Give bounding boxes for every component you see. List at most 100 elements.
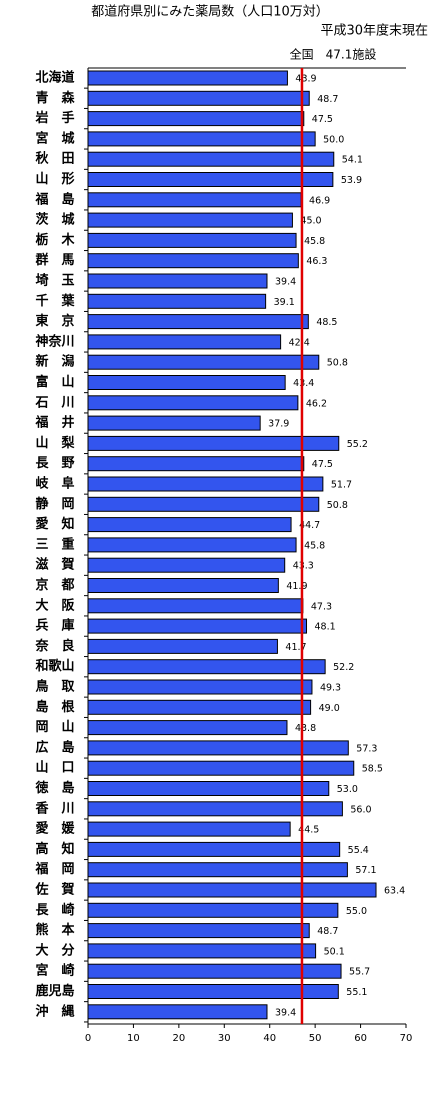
y-tick-label: 岩 手 — [34, 110, 74, 126]
value-label: 50.0 — [323, 134, 344, 145]
y-tick-label: 滋 賀 — [35, 557, 74, 573]
y-tick-label: 宮 城 — [35, 130, 74, 146]
y-tick-label: 埼 玉 — [35, 273, 74, 289]
bar — [87, 354, 320, 370]
x-tick-label: 60 — [354, 1033, 367, 1044]
bar — [87, 537, 297, 553]
bar — [87, 314, 309, 330]
chart-subtitle: 平成30年度末現在 — [320, 23, 428, 39]
value-label: 39.4 — [275, 277, 296, 288]
y-tick-label: 愛 媛 — [35, 821, 75, 837]
value-label: 46.3 — [306, 256, 327, 267]
bar — [87, 862, 348, 878]
bar — [87, 598, 304, 614]
value-label: 50.8 — [327, 358, 348, 369]
value-label: 47.5 — [312, 114, 333, 125]
y-tick-label: 熊 本 — [35, 922, 74, 938]
value-label: 45.8 — [304, 540, 325, 551]
y-tick-label: 鳥 取 — [35, 679, 75, 695]
bar — [87, 212, 293, 228]
bar — [87, 435, 340, 451]
bar — [87, 232, 297, 248]
bar — [87, 821, 291, 837]
value-label: 44.7 — [299, 520, 320, 531]
value-label: 39.4 — [275, 1007, 296, 1018]
chart-title: 都道府県別にみた薬局数（人口10万対） — [91, 5, 329, 20]
value-label: 43.4 — [293, 378, 314, 389]
value-label: 55.4 — [348, 845, 369, 856]
x-tick-label: 50 — [309, 1033, 322, 1044]
y-tick-label: 山 梨 — [35, 435, 75, 451]
bar — [87, 943, 317, 959]
bar — [87, 192, 302, 208]
bar — [87, 923, 310, 939]
value-label: 50.1 — [324, 946, 345, 957]
y-tick-label: 石 川 — [34, 395, 74, 410]
value-label: 58.5 — [362, 764, 383, 775]
bar — [87, 496, 320, 512]
y-tick-label: 三 重 — [35, 536, 74, 552]
value-label: 52.2 — [333, 662, 354, 673]
bar — [87, 699, 312, 715]
y-tick-label: 徳 島 — [34, 780, 74, 796]
bar — [87, 517, 292, 533]
y-tick-label: 愛 知 — [35, 516, 74, 532]
value-label: 51.7 — [331, 480, 352, 491]
x-tick-label: 20 — [172, 1033, 185, 1044]
bar — [87, 781, 330, 796]
y-tick-label: 大 分 — [35, 942, 74, 958]
y-tick-label: 富 山 — [35, 374, 74, 390]
value-label: 45.0 — [300, 216, 321, 227]
bar — [87, 70, 288, 86]
y-tick-label: 京 都 — [35, 577, 74, 593]
value-label: 57.3 — [356, 743, 377, 754]
y-tick-label: 香 川 — [34, 800, 74, 816]
value-label: 44.5 — [298, 825, 319, 836]
value-label: 55.0 — [346, 906, 367, 917]
y-tick-label: 秋 田 — [35, 151, 74, 167]
value-label: 39.1 — [274, 297, 295, 308]
bar — [87, 111, 305, 127]
value-label: 37.9 — [268, 419, 289, 430]
value-label: 48.5 — [316, 317, 337, 328]
x-tick-label: 70 — [400, 1033, 413, 1044]
bar — [87, 659, 326, 675]
bar — [87, 557, 286, 573]
value-label: 63.4 — [384, 886, 405, 897]
y-tick-label: 奈 良 — [34, 638, 74, 654]
x-tick-label: 0 — [85, 1033, 91, 1044]
y-tick-label: 高 知 — [35, 841, 74, 857]
y-tick-label: 東 京 — [35, 313, 74, 329]
bar — [87, 638, 278, 654]
y-tick-label: 千 葉 — [35, 293, 75, 309]
value-label: 55.2 — [347, 439, 368, 450]
bar — [87, 375, 286, 390]
bar — [87, 131, 316, 147]
value-label: 50.8 — [327, 500, 348, 511]
value-label: 49.0 — [319, 703, 340, 714]
y-tick-label: 長 野 — [35, 456, 74, 471]
y-tick-label: 宮 崎 — [35, 963, 74, 979]
value-label: 48.1 — [315, 622, 336, 633]
bar — [87, 720, 288, 736]
bar — [87, 415, 261, 431]
x-tick-label: 30 — [218, 1033, 231, 1044]
y-tick-label: 沖 縄 — [35, 1003, 74, 1019]
y-tick-label: 広 島 — [35, 739, 74, 755]
bar — [87, 395, 299, 411]
value-label: 46.9 — [309, 195, 330, 206]
bar — [87, 334, 282, 350]
bar — [87, 882, 377, 898]
value-label: 45.8 — [304, 236, 325, 247]
bar — [87, 172, 334, 187]
value-label: 53.0 — [337, 784, 358, 795]
bar — [87, 984, 339, 999]
y-tick-label: 新 潟 — [35, 354, 74, 370]
y-tick-label: 岡 山 — [35, 719, 74, 735]
value-label: 43.8 — [295, 723, 316, 734]
value-label: 48.7 — [317, 926, 338, 937]
y-tick-label: 長 崎 — [35, 902, 74, 918]
bar — [87, 740, 349, 756]
bar — [87, 578, 279, 593]
